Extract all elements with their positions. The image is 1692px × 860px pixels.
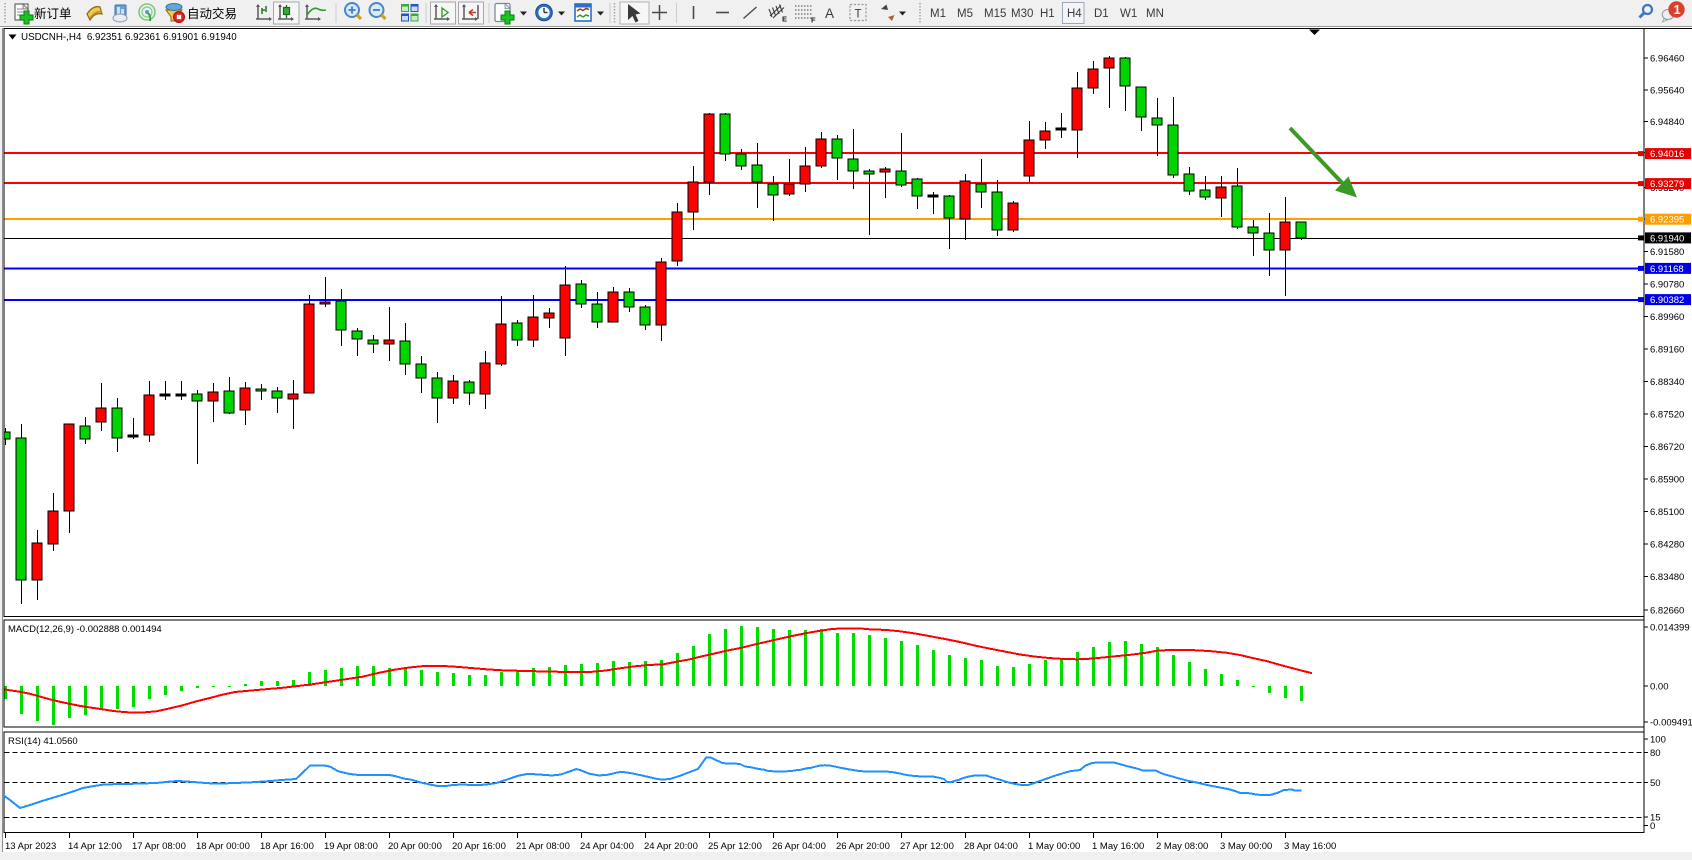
- svg-text:6.84280: 6.84280: [1650, 540, 1684, 551]
- svg-text:A: A: [825, 6, 834, 21]
- svg-text:6.82660: 6.82660: [1650, 606, 1684, 617]
- svg-text:14 Apr 12:00: 14 Apr 12:00: [68, 841, 122, 852]
- svg-text:6.95640: 6.95640: [1650, 86, 1684, 97]
- svg-text:100: 100: [1650, 735, 1666, 746]
- svg-text:0.014399: 0.014399: [1650, 623, 1690, 634]
- svg-text:E: E: [782, 15, 787, 24]
- svg-text:H1: H1: [1040, 8, 1055, 20]
- svg-text:RSI(14) 41.0560: RSI(14) 41.0560: [8, 736, 78, 747]
- svg-text:6.93279: 6.93279: [1650, 179, 1684, 190]
- svg-text:6.89960: 6.89960: [1650, 312, 1684, 323]
- svg-text:自动交易: 自动交易: [187, 6, 237, 21]
- svg-text:3 May 00:00: 3 May 00:00: [1220, 841, 1272, 852]
- svg-text:M5: M5: [957, 8, 973, 20]
- svg-text:2 May 08:00: 2 May 08:00: [1156, 841, 1208, 852]
- svg-text:1 May 16:00: 1 May 16:00: [1092, 841, 1144, 852]
- svg-text:26 Apr 04:00: 26 Apr 04:00: [772, 841, 826, 852]
- svg-text:3 May 16:00: 3 May 16:00: [1284, 841, 1336, 852]
- svg-text:1 May 00:00: 1 May 00:00: [1028, 841, 1080, 852]
- svg-text:13 Apr 2023: 13 Apr 2023: [5, 841, 56, 852]
- svg-text:26 Apr 20:00: 26 Apr 20:00: [836, 841, 890, 852]
- svg-text:6.85100: 6.85100: [1650, 507, 1684, 518]
- svg-text:新订单: 新订单: [34, 6, 72, 21]
- svg-text:20 Apr 00:00: 20 Apr 00:00: [388, 841, 442, 852]
- svg-text:USDCNH-,H4 6.92351 6.92361 6.: USDCNH-,H4 6.92351 6.92361 6.91901 6.919…: [21, 32, 237, 43]
- svg-text:F: F: [811, 16, 816, 25]
- svg-text:17 Apr 08:00: 17 Apr 08:00: [132, 841, 186, 852]
- svg-text:6.91940: 6.91940: [1650, 233, 1684, 244]
- svg-text:6.87520: 6.87520: [1650, 410, 1684, 421]
- svg-text:6.88340: 6.88340: [1650, 377, 1684, 388]
- svg-text:19 Apr 08:00: 19 Apr 08:00: [324, 841, 378, 852]
- svg-text:6.92395: 6.92395: [1650, 215, 1684, 226]
- svg-text:6.91580: 6.91580: [1650, 247, 1684, 258]
- svg-text:6.85900: 6.85900: [1650, 475, 1684, 486]
- svg-text:24 Apr 04:00: 24 Apr 04:00: [580, 841, 634, 852]
- svg-text:20 Apr 16:00: 20 Apr 16:00: [452, 841, 506, 852]
- svg-text:0.00: 0.00: [1650, 682, 1669, 693]
- svg-text:25 Apr 12:00: 25 Apr 12:00: [708, 841, 762, 852]
- svg-text:80: 80: [1650, 748, 1661, 759]
- svg-text:T: T: [855, 9, 862, 21]
- svg-text:18 Apr 00:00: 18 Apr 00:00: [196, 841, 250, 852]
- svg-text:1: 1: [1674, 3, 1681, 17]
- svg-text:H4: H4: [1067, 8, 1082, 20]
- svg-text:6.86720: 6.86720: [1650, 442, 1684, 453]
- svg-text:MACD(12,26,9) -0.002888 0.0014: MACD(12,26,9) -0.002888 0.001494: [8, 624, 162, 635]
- svg-text:6.96460: 6.96460: [1650, 54, 1684, 65]
- svg-text:MN: MN: [1146, 8, 1164, 20]
- svg-text:27 Apr 12:00: 27 Apr 12:00: [900, 841, 954, 852]
- svg-text:50: 50: [1650, 778, 1661, 789]
- svg-text:21 Apr 08:00: 21 Apr 08:00: [516, 841, 570, 852]
- svg-text:28 Apr 04:00: 28 Apr 04:00: [964, 841, 1018, 852]
- svg-text:D1: D1: [1094, 8, 1109, 20]
- svg-text:6.94840: 6.94840: [1650, 117, 1684, 128]
- svg-text:M30: M30: [1011, 8, 1033, 20]
- svg-text:24 Apr 20:00: 24 Apr 20:00: [644, 841, 698, 852]
- svg-text:M1: M1: [930, 8, 946, 20]
- svg-text:6.83480: 6.83480: [1650, 572, 1684, 583]
- svg-text:6.90780: 6.90780: [1650, 280, 1684, 291]
- svg-text:0: 0: [1650, 821, 1655, 832]
- svg-text:W1: W1: [1120, 8, 1137, 20]
- svg-text:-0.009491: -0.009491: [1650, 718, 1692, 729]
- svg-text:6.91168: 6.91168: [1650, 264, 1684, 275]
- svg-text:M15: M15: [984, 8, 1006, 20]
- svg-text:18 Apr 16:00: 18 Apr 16:00: [260, 841, 314, 852]
- svg-text:6.90382: 6.90382: [1650, 295, 1684, 306]
- svg-text:6.94016: 6.94016: [1650, 149, 1684, 160]
- svg-text:6.89160: 6.89160: [1650, 345, 1684, 356]
- svg-text:15: 15: [1650, 813, 1661, 824]
